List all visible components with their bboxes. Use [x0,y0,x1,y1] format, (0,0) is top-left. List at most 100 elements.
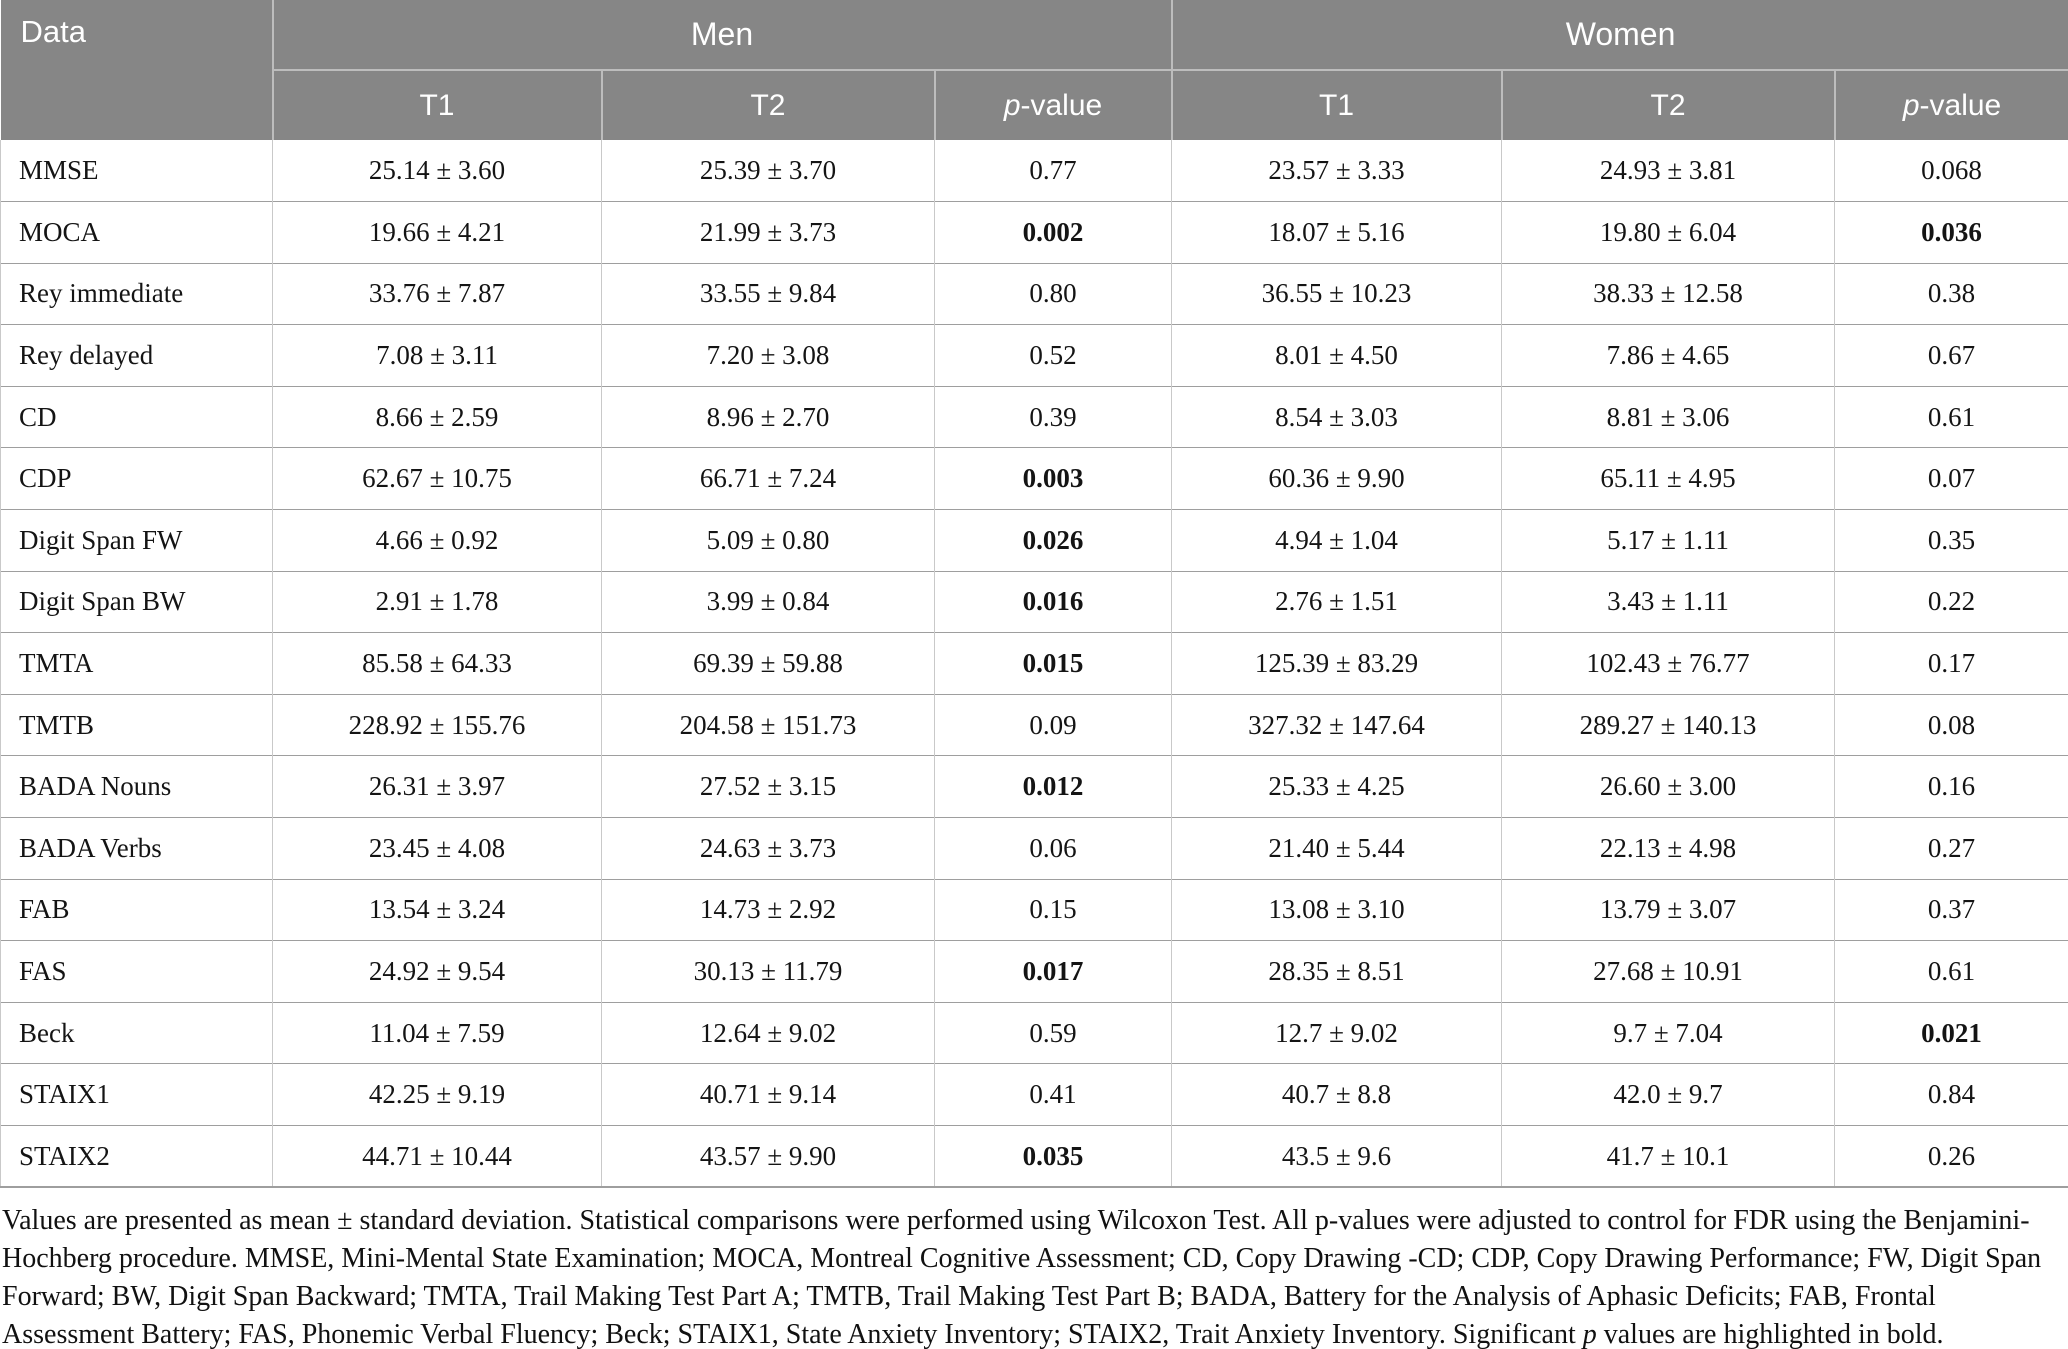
value-cell-women-t1: 2.76 ± 1.51 [1171,570,1502,633]
value-cell-women-t1: 4.94 ± 1.04 [1171,509,1502,572]
p-value-cell-women: 0.068 [1834,140,2068,202]
value-cell-women-t1: 8.54 ± 3.03 [1171,385,1502,448]
p-value-cell-men: 0.09 [933,693,1172,756]
value-cell-women-t1: 125.39 ± 83.29 [1171,632,1502,695]
table-row: FAS 24.92 ± 9.54 30.13 ± 11.79 0.017 28.35 ±… [0,940,2068,1003]
value-cell-women-t1: 25.33 ± 4.25 [1171,755,1502,818]
p-rest-label: -value [1020,88,1103,122]
footnote-text: Values are presented as mean ± standard … [2,1205,2042,1349]
p-value-cell-men: 0.017 [933,940,1172,1003]
row-label: MMSE [0,140,273,202]
value-cell-men-t1: 4.66 ± 0.92 [272,509,602,572]
table-row: Digit Span FW 4.66 ± 0.92 5.09 ± 0.80 0.026… [0,509,2068,572]
value-cell-women-t2: 19.80 ± 6.04 [1501,201,1835,264]
value-cell-men-t2: 204.58 ± 151.73 [601,693,935,756]
p-value-cell-men: 0.012 [933,755,1172,818]
column-header-women-t2: T2 [1501,69,1836,140]
table-row: Beck 11.04 ± 7.59 12.64 ± 9.02 0.59 12.7 ± 9… [0,1001,2068,1064]
row-label: Digit Span FW [0,509,273,572]
value-cell-men-t1: 7.08 ± 3.11 [272,324,602,387]
p-value-cell-men: 0.002 [933,201,1172,264]
table-row: BADA Nouns 26.31 ± 3.97 27.52 ± 3.15 0.012 2… [0,755,2068,818]
value-cell-women-t1: 40.7 ± 8.8 [1171,1063,1502,1126]
table-row: Digit Span BW 2.91 ± 1.78 3.99 ± 0.84 0.016… [0,570,2068,633]
value-cell-women-t2: 22.13 ± 4.98 [1501,817,1835,880]
value-cell-men-t2: 5.09 ± 0.80 [601,509,935,572]
p-value-cell-women: 0.17 [1834,632,2068,695]
p-value-cell-men: 0.035 [933,1125,1172,1189]
p-value-cell-men: 0.003 [933,447,1172,510]
p-value-cell-men: 0.016 [933,570,1172,633]
value-cell-women-t2: 289.27 ± 140.13 [1501,693,1835,756]
value-cell-men-t1: 23.45 ± 4.08 [272,817,602,880]
footnote-text: values are highlighted in bold. [1596,1319,1944,1349]
value-cell-men-t2: 21.99 ± 3.73 [601,201,935,264]
p-rest-label: -value [1919,88,2002,122]
row-label: MOCA [0,201,273,264]
p-value-cell-women: 0.021 [1834,1001,2068,1064]
column-header-men-t2: T2 [601,69,936,140]
value-cell-women-t1: 28.35 ± 8.51 [1171,940,1502,1003]
column-header-women-pvalue: p-value [1834,69,2068,140]
results-table: Data Men Women T1 T2 p-value T1 T2 p-val… [0,0,2068,1189]
value-cell-women-t2: 41.7 ± 10.1 [1501,1125,1835,1189]
value-cell-women-t1: 43.5 ± 9.6 [1171,1125,1502,1189]
value-cell-women-t1: 327.32 ± 147.64 [1171,693,1502,756]
row-label: CDP [0,447,273,510]
value-cell-women-t1: 12.7 ± 9.02 [1171,1001,1502,1064]
table-footnote: Values are presented as mean ± standard … [0,1202,2068,1349]
value-cell-men-t2: 69.39 ± 59.88 [601,632,935,695]
column-header-women-t1: T1 [1171,69,1503,140]
p-value-cell-women: 0.036 [1834,201,2068,264]
value-cell-women-t1: 36.55 ± 10.23 [1171,262,1502,325]
p-value-cell-women: 0.22 [1834,570,2068,633]
p-value-cell-women: 0.84 [1834,1063,2068,1126]
p-value-cell-men: 0.39 [933,385,1172,448]
table-row: MMSE 25.14 ± 3.60 25.39 ± 3.70 0.77 23.57 ± … [0,140,2068,202]
value-cell-women-t2: 9.7 ± 7.04 [1501,1001,1835,1064]
value-cell-women-t1: 8.01 ± 4.50 [1171,324,1502,387]
row-label: Rey immediate [0,262,273,325]
column-header-data: Data [0,0,274,140]
p-value-cell-women: 0.26 [1834,1125,2068,1189]
value-cell-men-t2: 7.20 ± 3.08 [601,324,935,387]
table-row: Rey immediate 33.76 ± 7.87 33.55 ± 9.84 0.8… [0,262,2068,325]
group-header-men: Men [272,0,1173,70]
value-cell-men-t2: 12.64 ± 9.02 [601,1001,935,1064]
row-label: Rey delayed [0,324,273,387]
table-row: Rey delayed 7.08 ± 3.11 7.20 ± 3.08 0.52 8.0… [0,324,2068,387]
p-value-cell-men: 0.015 [933,632,1172,695]
row-label: Beck [0,1001,273,1064]
value-cell-women-t2: 26.60 ± 3.00 [1501,755,1835,818]
value-cell-men-t1: 228.92 ± 155.76 [272,693,602,756]
p-value-cell-men: 0.06 [933,817,1172,880]
value-cell-men-t2: 33.55 ± 9.84 [601,262,935,325]
value-cell-women-t2: 13.79 ± 3.07 [1501,878,1835,941]
value-cell-women-t2: 3.43 ± 1.11 [1501,570,1835,633]
table-row: CDP 62.67 ± 10.75 66.71 ± 7.24 0.003 60.36 ±… [0,447,2068,510]
value-cell-women-t1: 21.40 ± 5.44 [1171,817,1502,880]
p-value-cell-women: 0.08 [1834,693,2068,756]
row-label: CD [0,385,273,448]
row-label: FAB [0,878,273,941]
p-italic-label: p [1902,88,1920,122]
value-cell-men-t1: 26.31 ± 3.97 [272,755,602,818]
table-row: STAIX1 42.25 ± 9.19 40.71 ± 9.14 0.41 40.7 ±… [0,1063,2068,1126]
group-header-women: Women [1171,0,2068,70]
row-label: TMTB [0,693,273,756]
value-cell-men-t2: 24.63 ± 3.73 [601,817,935,880]
value-cell-men-t1: 62.67 ± 10.75 [272,447,602,510]
p-value-cell-women: 0.27 [1834,817,2068,880]
value-cell-men-t2: 66.71 ± 7.24 [601,447,935,510]
p-value-cell-women: 0.61 [1834,385,2068,448]
value-cell-men-t1: 24.92 ± 9.54 [272,940,602,1003]
row-label: STAIX1 [0,1063,273,1126]
row-label: Digit Span BW [0,570,273,633]
p-value-cell-women: 0.07 [1834,447,2068,510]
value-cell-men-t1: 11.04 ± 7.59 [272,1001,602,1064]
table-row: STAIX2 44.71 ± 10.44 43.57 ± 9.90 0.035 43.5… [0,1125,2068,1189]
row-label: STAIX2 [0,1125,273,1189]
table-row: MOCA 19.66 ± 4.21 21.99 ± 3.73 0.002 18.07 ±… [0,201,2068,264]
value-cell-men-t2: 25.39 ± 3.70 [601,140,935,202]
